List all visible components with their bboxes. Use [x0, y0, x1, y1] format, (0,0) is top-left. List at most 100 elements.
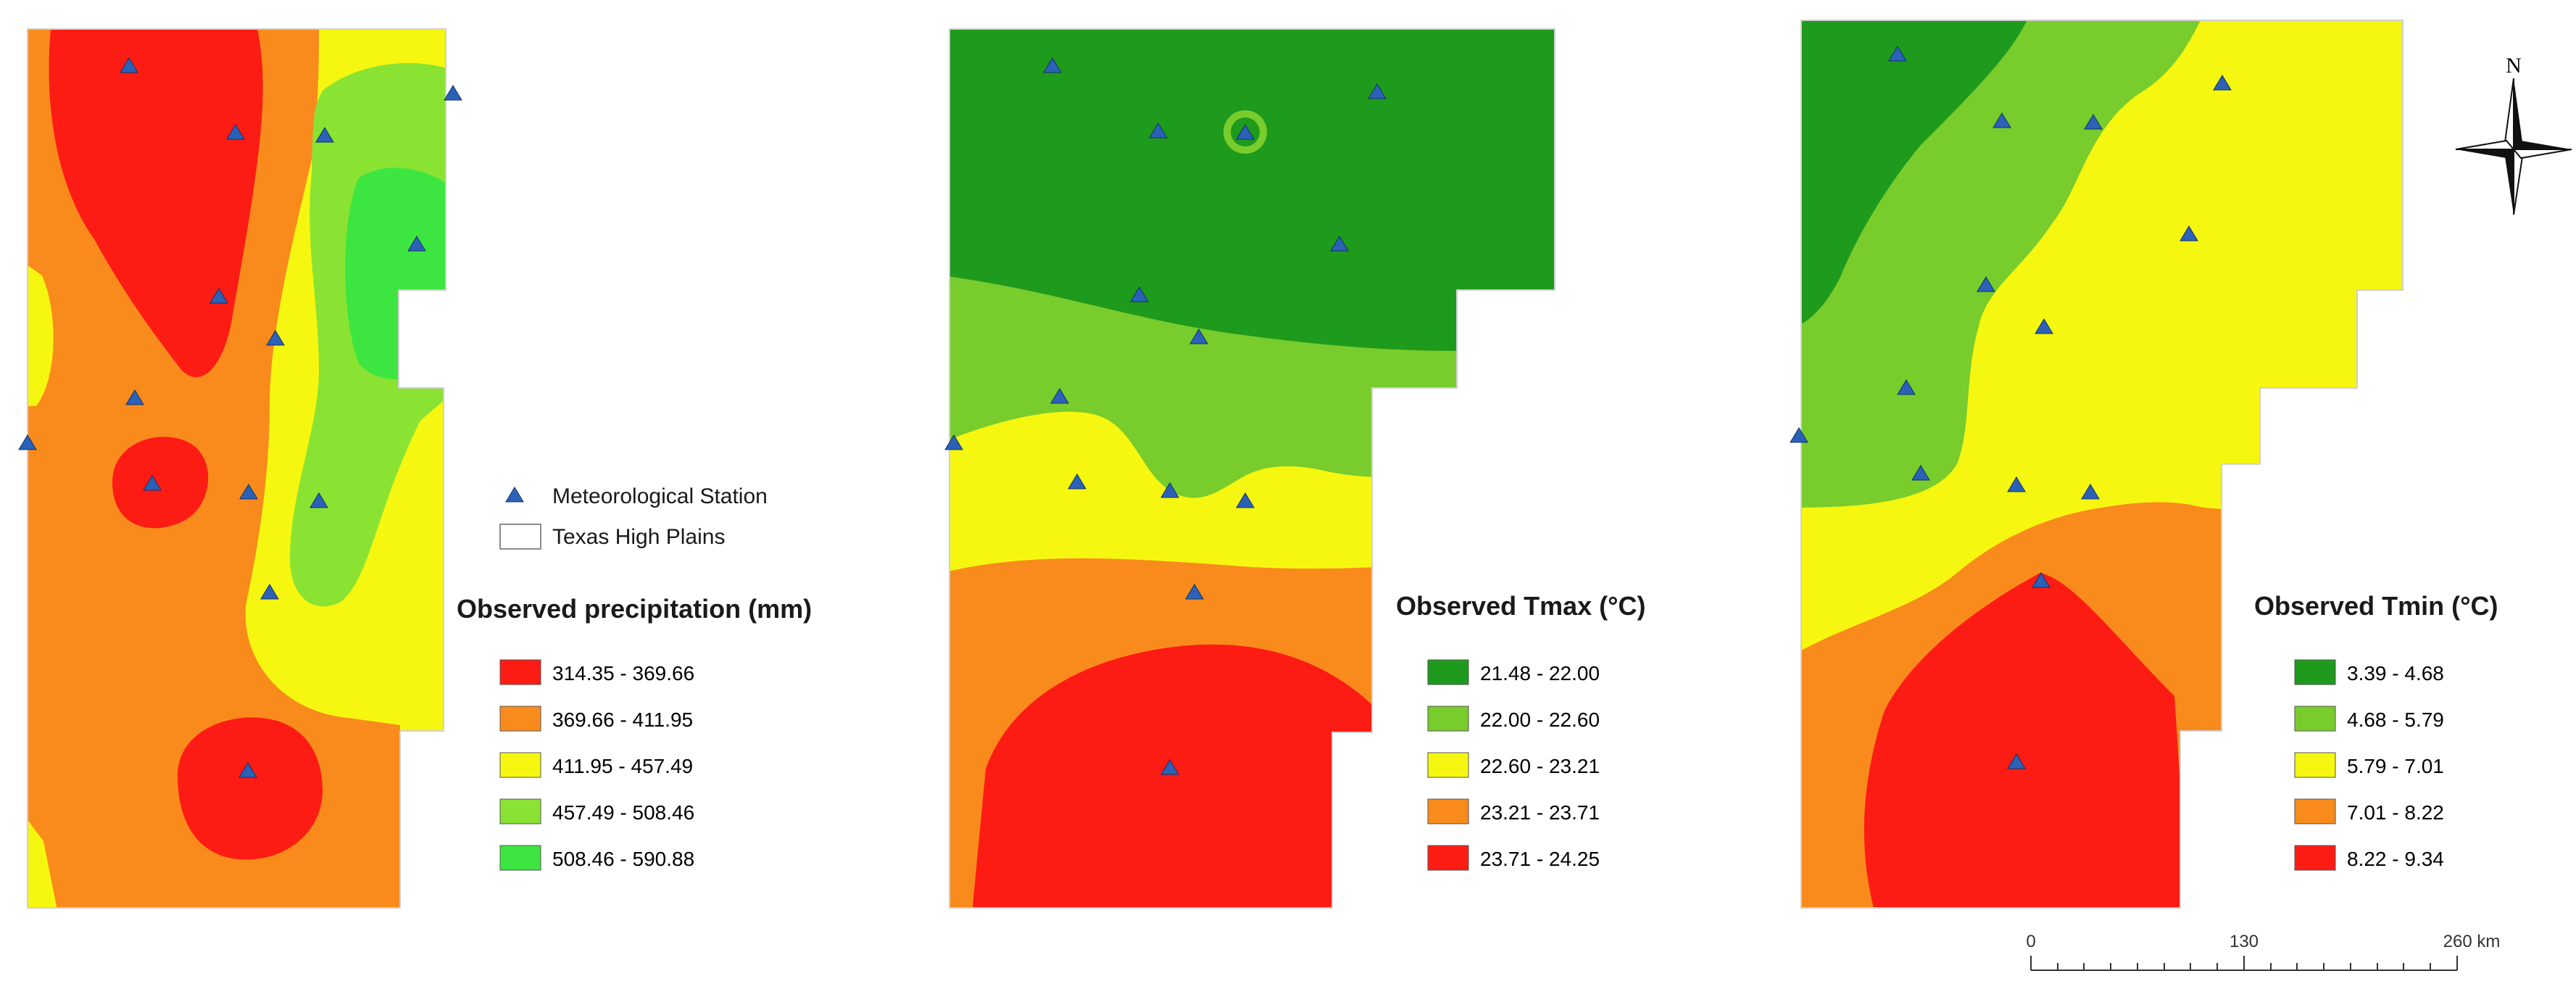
station-marker [444, 85, 462, 101]
station-marker [125, 389, 144, 405]
scale-label: 130 [2230, 932, 2259, 951]
zone-8.22-9.34 [1864, 573, 2189, 908]
compass-icon [2455, 78, 2572, 215]
legend-swatch [2294, 659, 2336, 685]
legend-swatch [499, 659, 541, 685]
station-marker [2084, 114, 2103, 130]
legend-label: 22.60 - 23.21 [1480, 755, 1600, 777]
tmin-map [1790, 20, 2403, 909]
tmax-map [944, 28, 1555, 909]
station-marker [1130, 286, 1149, 302]
tmin-legend-title: Observed Tmin (°C) [2254, 591, 2498, 621]
legend-swatch [1427, 752, 1469, 778]
scale-bar [2030, 956, 2458, 971]
legend-label: 369.66 - 411.95 [552, 708, 693, 731]
station-marker [1185, 584, 1204, 600]
station-markers [18, 57, 462, 778]
tmax-legend: Observed Tmax (°C) 21.48 - 22.00 22.00 -… [1396, 591, 1646, 871]
symbol-legend: Meteorological Station Texas High Plains [499, 484, 768, 550]
station-marker [2213, 75, 2232, 91]
scale-label: 0 [2026, 932, 2035, 951]
station-marker [1993, 112, 2011, 128]
legend-swatch [2294, 798, 2336, 824]
study-area-outline [27, 28, 446, 909]
station-legend-icon [505, 487, 524, 503]
station-marker [407, 236, 426, 252]
station-marker [1977, 276, 1995, 292]
station-marker [2007, 753, 2026, 769]
legend-swatch [499, 798, 541, 824]
legend-swatch [1427, 845, 1469, 871]
legend-swatch [2294, 845, 2336, 871]
region-legend-swatch [499, 524, 541, 550]
station-marker [226, 124, 245, 140]
legend-swatch [499, 706, 541, 732]
station-marker [1888, 46, 1907, 62]
zone-508-590 [345, 168, 446, 380]
study-area-outline [1800, 20, 2403, 909]
precipitation-map [18, 28, 462, 909]
legend-label: 8.22 - 9.34 [2347, 848, 2444, 870]
station-marker [2081, 484, 2100, 500]
region-legend-label: Texas High Plains [552, 525, 725, 549]
station-marker [143, 475, 162, 491]
legend-label: 5.79 - 7.01 [2347, 755, 2444, 777]
legend-swatch [1427, 659, 1469, 685]
station-legend-label: Meteorological Station [552, 484, 768, 508]
legend-label: 411.95 - 457.49 [552, 755, 693, 777]
station-marker [1160, 759, 1179, 775]
station-marker [1149, 123, 1168, 139]
legend-swatch [1427, 706, 1469, 732]
station-marker [1330, 236, 1349, 252]
tmax-legend-title: Observed Tmax (°C) [1396, 591, 1646, 621]
station-marker [944, 434, 963, 450]
tmin-legend: Observed Tmin (°C) 3.39 - 4.68 4.68 - 5.… [2254, 591, 2498, 871]
station-marker [309, 492, 328, 508]
legend-label: 457.49 - 508.46 [552, 801, 694, 824]
north-arrow: N [2455, 54, 2572, 215]
legend-label: 23.21 - 23.71 [1480, 801, 1600, 824]
legend-swatch [1427, 798, 1469, 824]
zone-314-369-north [49, 29, 263, 378]
legend-swatch [2294, 706, 2336, 732]
zone-411-457-west [28, 261, 54, 406]
station-marker [1043, 57, 1062, 73]
station-marker [260, 584, 279, 600]
station-marker [315, 127, 334, 143]
station-marker [1911, 465, 1930, 481]
legend-swatch [499, 845, 541, 871]
station-marker [1160, 482, 1179, 498]
legend-label: 4.68 - 5.79 [2347, 708, 2444, 731]
station-marker [1189, 328, 1208, 344]
legend-label: 7.01 - 8.22 [2347, 801, 2444, 824]
station-marker [2007, 476, 2026, 492]
station-marker [18, 434, 37, 450]
station-marker [2035, 318, 2053, 334]
station-marker [120, 57, 138, 73]
legend-swatch [499, 752, 541, 778]
legend-label: 21.48 - 22.00 [1480, 662, 1600, 685]
scale-label: 260 km [2443, 932, 2501, 951]
precipitation-legend: Observed precipitation (mm) 314.35 - 369… [457, 594, 812, 871]
station-marker [238, 762, 257, 778]
zone-411-457-sw [28, 812, 58, 908]
scale-bar-labels: 0 130 260 km [2026, 932, 2500, 951]
station-marker [2180, 226, 2198, 241]
station-marker [1068, 474, 1087, 489]
station-marker [2032, 572, 2051, 588]
zone-314-369-south [178, 717, 323, 860]
station-marker [266, 330, 285, 346]
station-markers [1790, 46, 2232, 769]
legend-swatch [2294, 752, 2336, 778]
station-marker [1236, 124, 1255, 140]
station-markers [944, 57, 1387, 775]
station-marker [1368, 83, 1387, 99]
station-marker [1790, 427, 1808, 443]
legend-label: 22.00 - 22.60 [1480, 708, 1600, 731]
legend-label: 314.35 - 369.66 [552, 662, 694, 685]
legend-label: 3.39 - 4.68 [2347, 662, 2444, 685]
north-arrow-label: N [2506, 54, 2522, 78]
legend-label: 23.71 - 24.25 [1480, 848, 1600, 870]
station-marker [209, 288, 228, 304]
zone-314-369-center [112, 437, 209, 529]
